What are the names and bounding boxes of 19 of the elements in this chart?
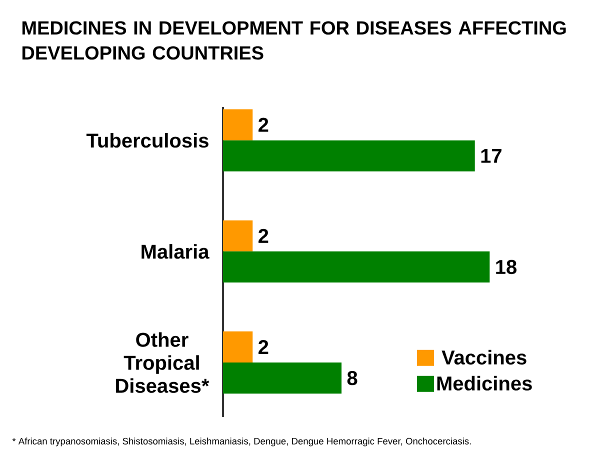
text: * African trypanosomiasis, Shistosomiasis, Leishmaniasis, Dengue, Dengue Hemorragic Fever, Onchocerciasis. [12,438,471,446]
bar [223,109,253,140]
data-label: 2 [258,118,268,132]
chart-title: MEDICINES IN DEVELOPMENT FOR DISEASES AFFECTING DEVELOPING COUNTRIES [22,21,566,60]
bar [223,251,490,283]
y-tick-label: Other Tropical Diseases* [116,332,210,393]
data-label: 2 [258,228,268,243]
data-label: 18 [496,260,517,274]
bar [223,220,253,252]
bar [223,331,253,363]
y-tick-label: Malaria [142,244,210,259]
data-label: 2 [258,340,268,354]
data-label: 8 [347,371,358,386]
data-label: 17 [481,148,502,163]
y-tick-label: Tuberculosis [86,132,208,148]
bar [223,140,475,172]
legend-label: Vaccines [442,350,526,365]
legend-label: Medicines [437,376,532,391]
bar [223,362,342,394]
